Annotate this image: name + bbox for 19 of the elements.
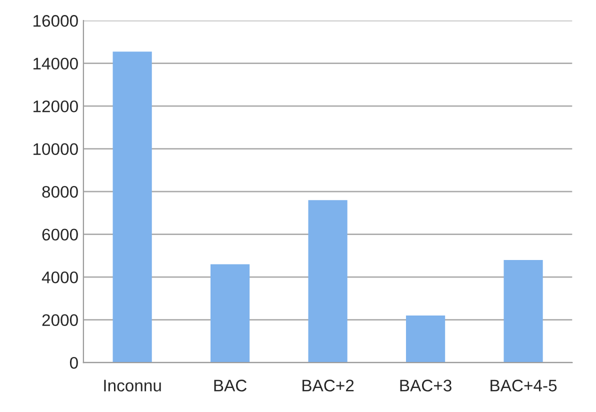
y-tick-label: 0 <box>70 356 78 369</box>
y-tick-label: 14000 <box>34 58 78 70</box>
y-tick-label: 12000 <box>34 100 78 112</box>
x-tick-label: Inconnu <box>104 380 161 392</box>
y-tick-label: 6000 <box>42 228 78 241</box>
y-tick-label: 4000 <box>42 271 78 284</box>
y-tick-label: 10000 <box>34 143 78 156</box>
x-tick-label: BAC <box>214 380 247 392</box>
x-tick-label: BAC+4-5 <box>490 380 557 392</box>
bar <box>210 264 250 363</box>
y-tick-label: 16000 <box>34 15 78 27</box>
y-tick-label: 2000 <box>42 314 78 326</box>
y-tick-label: 8000 <box>42 186 78 198</box>
bar <box>406 316 446 363</box>
bar <box>308 200 348 363</box>
bar <box>112 52 152 363</box>
bar <box>504 260 543 363</box>
x-tick-label: BAC+3 <box>400 380 452 392</box>
x-tick-label: BAC+2 <box>302 380 354 392</box>
